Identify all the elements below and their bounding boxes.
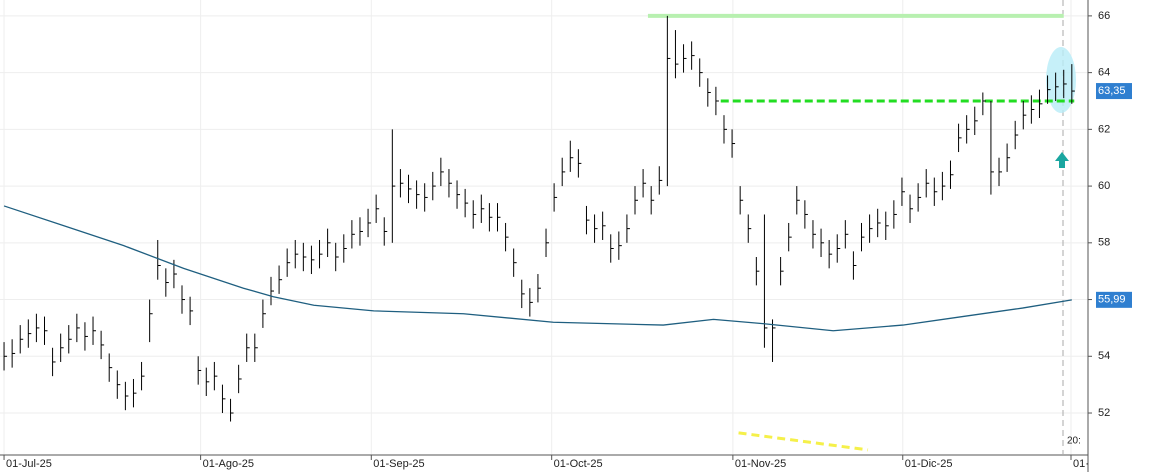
last-value-box [1096, 83, 1132, 100]
highlight-ellipse [1046, 47, 1076, 113]
x-tick-label: 01-Dic-25 [905, 458, 953, 470]
x-tick-label: 01-Nov-25 [735, 458, 786, 470]
y-tick-label: 64 [1098, 67, 1110, 79]
up-arrow [1055, 152, 1069, 168]
y-tick-label: 58 [1098, 237, 1110, 249]
arrow-shape [1055, 152, 1069, 168]
y-tick-label: 52 [1098, 407, 1110, 419]
ma-value-box [1096, 291, 1132, 308]
y-tick-label: 60 [1098, 180, 1110, 192]
corner-note: 20: [1067, 436, 1081, 447]
x-tick-label: 01-Oct-25 [554, 458, 603, 470]
x-tick-label: 01-Jul-25 [6, 458, 52, 470]
x-tick-label: 01-Ago-25 [203, 458, 254, 470]
y-tick-label: 54 [1098, 350, 1110, 362]
grid-layer [0, 0, 1088, 455]
y-tick-label: 66 [1098, 10, 1110, 22]
ma-value-label: 55,99 [1098, 294, 1126, 306]
last-value-label: 63,35 [1098, 85, 1126, 97]
moving-average [3, 205, 1072, 332]
x-tick-label: 01· [1073, 458, 1089, 470]
x-tick-label: 01-Sep-25 [373, 458, 424, 470]
trend-line [738, 431, 869, 452]
y-tick-label: 62 [1098, 123, 1110, 135]
